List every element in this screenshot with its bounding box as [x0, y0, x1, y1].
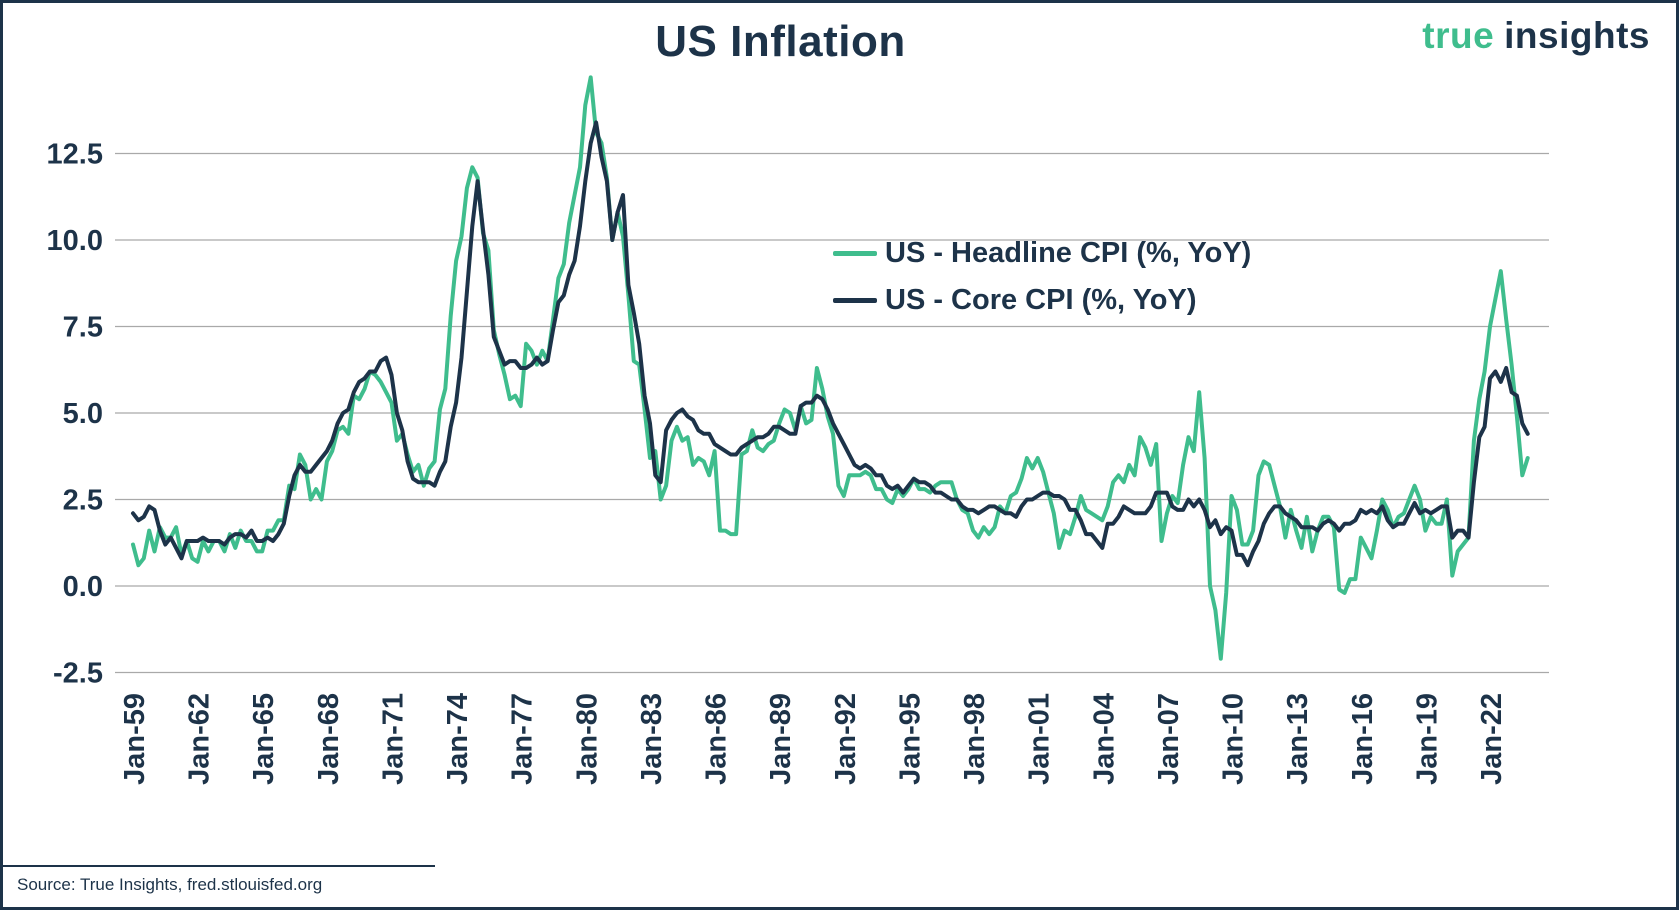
logo-word-insights: insights	[1504, 15, 1650, 56]
y-tick-label: 2.5	[63, 485, 103, 517]
x-tick-label: Jan-65	[248, 693, 280, 785]
legend-swatch-headline-cpi	[833, 251, 877, 256]
x-tick-label: Jan-68	[313, 693, 345, 785]
y-tick-label: -2.5	[53, 658, 103, 690]
legend-swatch-core-cpi	[833, 298, 877, 303]
x-tick-label: Jan-07	[1153, 693, 1185, 785]
y-tick-label: 0.0	[63, 571, 103, 603]
x-tick-label: Jan-77	[507, 693, 539, 785]
x-tick-label: Jan-83	[636, 693, 668, 785]
chart-legend: US - Headline CPI (%, YoY) US - Core CPI…	[833, 237, 1251, 317]
y-tick-label: 5.0	[63, 398, 103, 430]
y-tick-label: 12.5	[47, 139, 103, 171]
chart-title: US Inflation	[655, 17, 906, 66]
x-tick-label: Jan-62	[184, 693, 216, 785]
x-tick-label: Jan-74	[442, 693, 474, 785]
x-tick-label: Jan-22	[1476, 693, 1508, 785]
x-tick-label: Jan-04	[1088, 693, 1120, 785]
logo-word-true: true	[1422, 15, 1495, 56]
legend-label-core-cpi: US - Core CPI (%, YoY)	[885, 284, 1197, 316]
x-tick-label: Jan-89	[765, 693, 797, 785]
x-tick-label: Jan-71	[377, 693, 409, 785]
x-tick-label: Jan-16	[1347, 693, 1379, 785]
x-tick-label: Jan-13	[1282, 693, 1314, 785]
true-insights-logo: true insights	[1422, 15, 1650, 57]
inflation-chart: -2.5 0.0 2.5 5.0 7.5 10.0 12.5 Jan-59 Jan-62 Jan-…	[47, 75, 1549, 785]
source-text: Source: True Insights, fred.stlouisfed.o…	[17, 875, 323, 894]
y-tick-label: 7.5	[63, 312, 103, 344]
x-tick-label: Jan-98	[959, 693, 991, 785]
x-tick-label: Jan-80	[571, 693, 603, 785]
legend-label-headline-cpi: US - Headline CPI (%, YoY)	[885, 237, 1252, 269]
series-line-1	[131, 120, 1530, 568]
x-tick-label: Jan-92	[830, 693, 862, 785]
x-tick-label: Jan-10	[1218, 693, 1250, 785]
footer: Source: True Insights, fred.stlouisfed.o…	[3, 865, 1676, 907]
legend-item-core-cpi: US - Core CPI (%, YoY)	[833, 284, 1251, 317]
x-tick-label: Jan-95	[894, 693, 926, 785]
x-tick-label: Jan-19	[1411, 693, 1443, 785]
x-tick-label: Jan-86	[701, 693, 733, 785]
x-tick-label: Jan-59	[119, 693, 151, 785]
legend-item-headline-cpi: US - Headline CPI (%, YoY)	[833, 237, 1251, 270]
series-line-0	[131, 75, 1530, 661]
y-tick-label: 10.0	[47, 225, 103, 257]
x-tick-label: Jan-01	[1024, 693, 1056, 785]
footer-divider	[3, 865, 435, 867]
